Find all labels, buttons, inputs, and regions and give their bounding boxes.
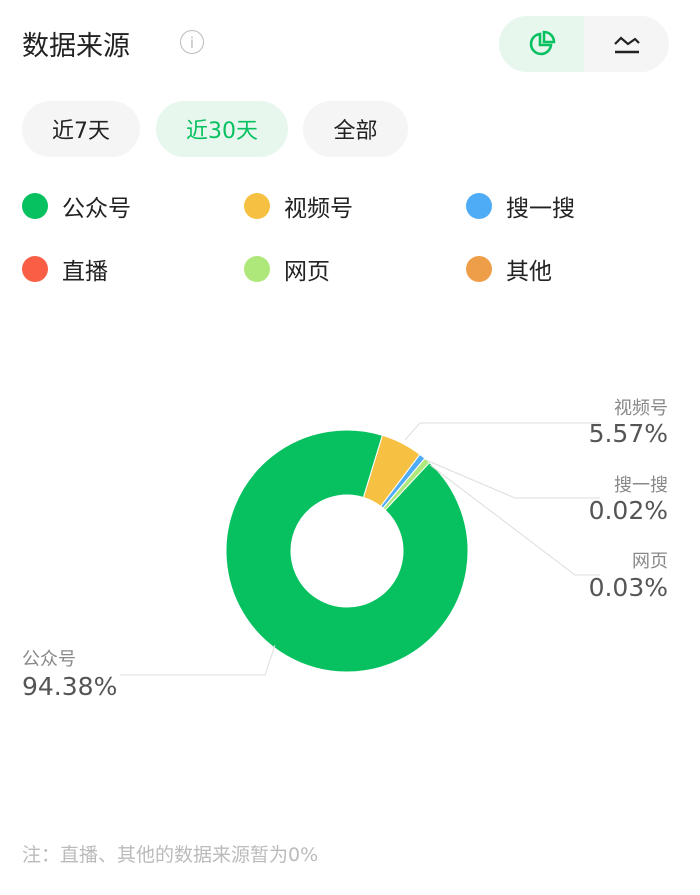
legend-swatch (244, 193, 270, 219)
legend-label: 其他 (506, 259, 552, 285)
label-value: 0.03% (588, 573, 668, 602)
label-value: 0.02% (588, 496, 668, 525)
line-chart-icon (613, 36, 640, 54)
label-name: 视频号 (614, 398, 668, 419)
info-icon[interactable]: i (180, 30, 204, 54)
label-name: 搜一搜 (614, 475, 668, 496)
label-name: 网页 (632, 551, 668, 572)
slice-公众号[interactable] (225, 429, 469, 673)
leader-line (429, 464, 600, 576)
legend-item[interactable]: 直播 (22, 252, 108, 286)
page-title: 数据来源 (22, 31, 130, 62)
legend-swatch (244, 256, 270, 282)
line-chart-button[interactable] (584, 16, 669, 72)
label-value: 5.57% (588, 419, 668, 448)
legend-label: 搜一搜 (506, 196, 575, 222)
pie-chart-button[interactable] (499, 16, 584, 72)
legend-item[interactable]: 视频号 (244, 189, 353, 223)
legend-swatch (466, 193, 492, 219)
label-name: 公众号 (22, 649, 76, 670)
chart-type-toggle[interactable] (499, 16, 669, 72)
legend-swatch (22, 256, 48, 282)
legend-item[interactable]: 其他 (466, 252, 552, 286)
label-value: 94.38% (22, 672, 118, 701)
legend-label: 直播 (62, 259, 108, 285)
legend-swatch (22, 193, 48, 219)
filter-all[interactable]: 全部 (303, 101, 408, 157)
leader-line (425, 459, 600, 499)
legend-label: 视频号 (284, 196, 353, 222)
legend-label: 公众号 (62, 196, 131, 222)
filter-7-days[interactable]: 近7天 (22, 101, 140, 157)
legend-label: 网页 (284, 259, 330, 285)
filter-30-days[interactable]: 近30天 (156, 101, 288, 157)
footnote: 注：直播、其他的数据来源暂为0% (22, 844, 319, 866)
legend-swatch (466, 256, 492, 282)
leader-line (120, 644, 276, 676)
legend-item[interactable]: 公众号 (22, 189, 131, 223)
pie-chart-icon (529, 30, 555, 56)
legend-item[interactable]: 搜一搜 (466, 189, 575, 223)
legend-item[interactable]: 网页 (244, 252, 330, 286)
leader-line (404, 422, 600, 441)
